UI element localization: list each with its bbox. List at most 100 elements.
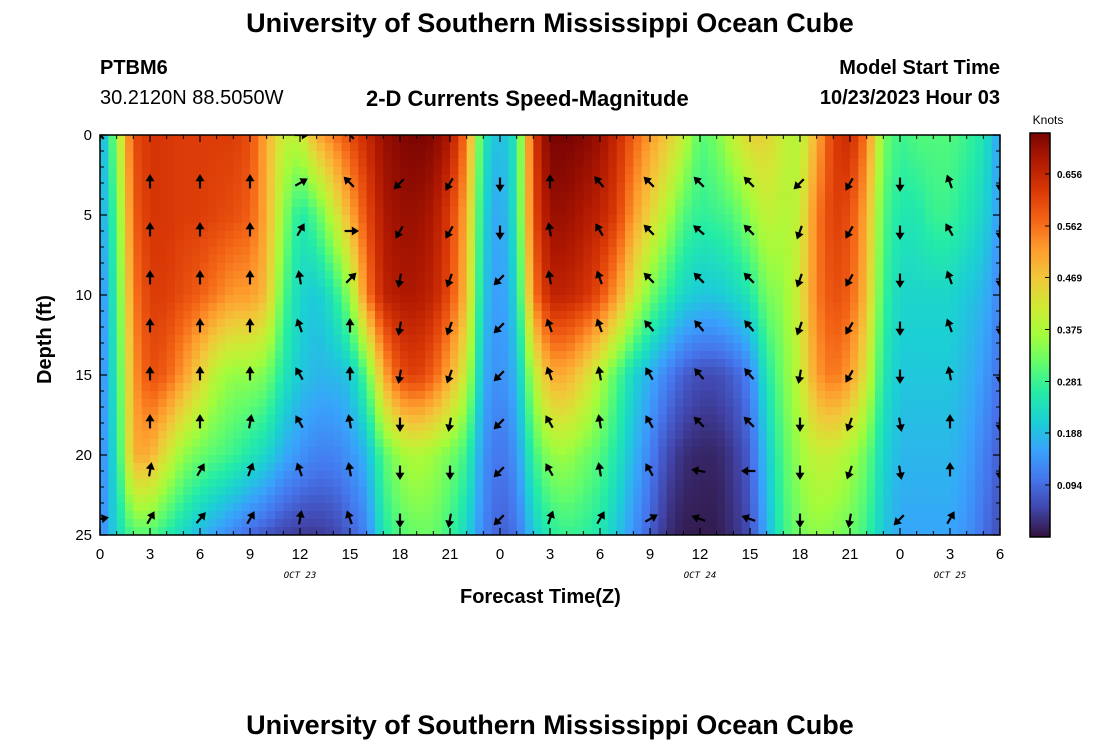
heatmap-cell xyxy=(450,319,459,328)
heatmap-cell xyxy=(308,295,318,304)
heatmap-cell xyxy=(325,263,334,272)
heatmap-cell xyxy=(450,383,459,392)
heatmap-cell xyxy=(891,351,901,360)
heatmap-cell xyxy=(100,407,109,416)
heatmap-cell xyxy=(891,191,901,200)
heatmap-cell xyxy=(708,359,718,368)
heatmap-cell xyxy=(566,351,576,360)
heatmap-cell xyxy=(316,279,326,288)
heatmap-cell xyxy=(408,183,418,192)
heatmap-cell xyxy=(916,439,926,448)
heatmap-cell xyxy=(758,135,768,144)
heatmap-cell xyxy=(541,391,551,400)
heatmap-cell xyxy=(450,471,459,480)
heatmap-cell xyxy=(475,439,484,448)
heatmap-cell xyxy=(183,503,193,512)
heatmap-cell xyxy=(891,399,901,408)
heatmap-cell xyxy=(858,375,868,384)
heatmap-cell xyxy=(108,463,118,472)
heatmap-cell xyxy=(175,351,184,360)
heatmap-cell xyxy=(400,159,409,168)
heatmap-cell xyxy=(316,223,326,232)
heatmap-cell xyxy=(408,351,418,360)
heatmap-cell xyxy=(866,151,876,160)
heatmap-cell xyxy=(233,383,243,392)
heatmap-cell xyxy=(391,167,401,176)
heatmap-cell xyxy=(241,143,251,152)
heatmap-cell xyxy=(600,135,609,144)
heatmap-cell xyxy=(600,263,609,272)
heatmap-cell xyxy=(658,199,668,208)
heatmap-cell xyxy=(750,487,759,496)
heatmap-cell xyxy=(558,191,568,200)
heatmap-cell xyxy=(383,287,393,296)
heatmap-cell xyxy=(566,167,576,176)
heatmap-cell xyxy=(483,359,493,368)
heatmap-cell xyxy=(550,183,559,192)
heatmap-cell xyxy=(700,359,709,368)
heatmap-cell xyxy=(816,143,826,152)
heatmap-cell xyxy=(816,319,826,328)
heatmap-cell xyxy=(383,295,393,304)
heatmap-cell xyxy=(258,471,268,480)
heatmap-cell xyxy=(200,415,209,424)
heatmap-cell xyxy=(400,199,409,208)
heatmap-cell xyxy=(408,479,418,488)
heatmap-cell xyxy=(266,343,276,352)
heatmap-cell xyxy=(825,175,834,184)
heatmap-cell xyxy=(375,391,384,400)
heatmap-cell xyxy=(883,327,893,336)
heatmap-cell xyxy=(850,167,859,176)
heatmap-cell xyxy=(250,175,259,184)
heatmap-cell xyxy=(600,319,609,328)
heatmap-cell xyxy=(308,407,318,416)
heatmap-cell xyxy=(283,239,293,248)
heatmap-cell xyxy=(516,287,526,296)
heatmap-cell xyxy=(725,367,734,376)
heatmap-cell xyxy=(158,295,168,304)
heatmap-cell xyxy=(550,295,559,304)
heatmap-cell xyxy=(658,367,668,376)
heatmap-cell xyxy=(133,191,143,200)
heatmap-cell xyxy=(775,223,784,232)
heatmap-cell xyxy=(416,351,426,360)
heatmap-cell xyxy=(383,311,393,320)
heatmap-cell xyxy=(866,207,876,216)
heatmap-cell xyxy=(741,287,751,296)
heatmap-cell xyxy=(458,439,468,448)
heatmap-cell xyxy=(591,191,601,200)
heatmap-cell xyxy=(916,287,926,296)
heatmap-cell xyxy=(891,135,901,144)
heatmap-cell xyxy=(100,247,109,256)
heatmap-cell xyxy=(225,503,234,512)
heatmap-cell xyxy=(966,423,976,432)
heatmap-cell xyxy=(725,423,734,432)
heatmap-cell xyxy=(558,415,568,424)
heatmap-cell xyxy=(100,183,109,192)
heatmap-cell xyxy=(116,183,126,192)
heatmap-cell xyxy=(600,439,609,448)
heatmap-cell xyxy=(966,407,976,416)
heatmap-cell xyxy=(666,455,676,464)
heatmap-cell xyxy=(708,199,718,208)
heatmap-cell xyxy=(516,271,526,280)
heatmap-cell xyxy=(825,495,834,504)
heatmap-cell xyxy=(333,183,343,192)
heatmap-cell xyxy=(183,359,193,368)
heatmap-cell xyxy=(733,343,743,352)
heatmap-cell xyxy=(150,319,159,328)
heatmap-cell xyxy=(708,175,718,184)
heatmap-cell xyxy=(425,415,434,424)
heatmap-cell xyxy=(716,215,726,224)
heatmap-cell xyxy=(241,423,251,432)
heatmap-cell xyxy=(575,383,584,392)
heatmap-cell xyxy=(291,271,301,280)
heatmap-cell xyxy=(166,239,176,248)
heatmap-cell xyxy=(908,375,918,384)
heatmap-cell xyxy=(191,375,201,384)
heatmap-cell xyxy=(500,367,509,376)
heatmap-cell xyxy=(891,311,901,320)
heatmap-cell xyxy=(400,359,409,368)
heatmap-cell xyxy=(741,311,751,320)
heatmap-cell xyxy=(275,487,284,496)
